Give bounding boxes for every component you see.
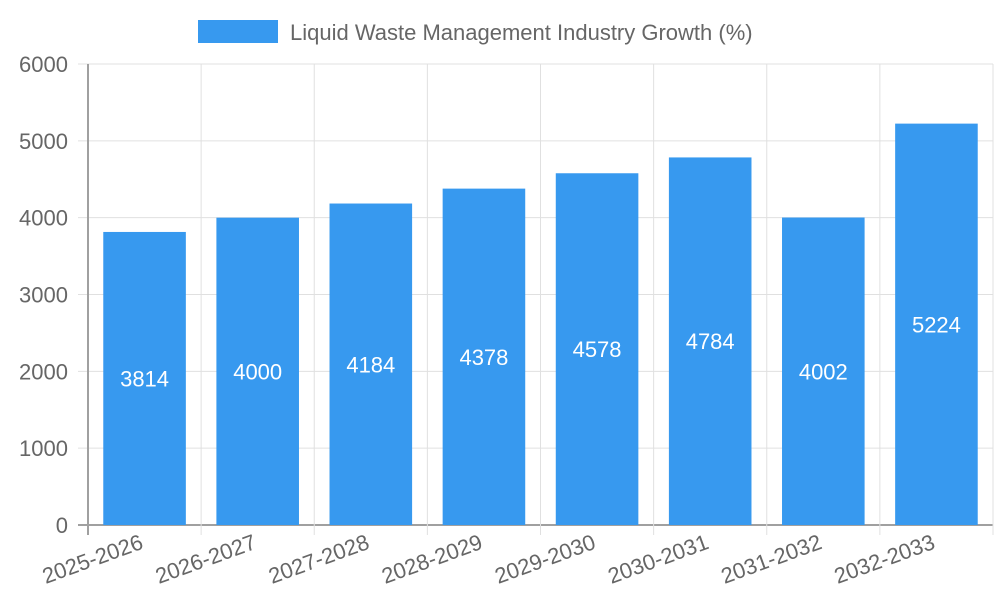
- y-tick-label: 2000: [19, 359, 68, 384]
- bar: [668, 157, 752, 526]
- bar: [442, 188, 526, 526]
- bar-value-label: 4000: [233, 359, 282, 384]
- y-tick-label: 1000: [19, 436, 68, 461]
- y-tick-label: 4000: [19, 206, 68, 231]
- bar: [782, 217, 865, 525]
- y-tick-label: 3000: [19, 283, 68, 308]
- bar-value-label: 4578: [573, 337, 622, 362]
- bar: [329, 203, 413, 525]
- bar-value-label: 4378: [459, 345, 508, 370]
- bar-value-label: 5224: [912, 312, 961, 337]
- bar-value-label: 4784: [686, 329, 735, 354]
- bar: [103, 231, 186, 525]
- bar-value-label: 4002: [799, 359, 848, 384]
- y-tick-label: 6000: [19, 52, 68, 77]
- x-tick-label: 2029-2030: [491, 529, 598, 588]
- legend-label: Liquid Waste Management Industry Growth …: [290, 20, 753, 45]
- x-tick-label: 2025-2026: [39, 529, 146, 588]
- x-tick-label: 2031-2032: [718, 529, 825, 588]
- y-tick-label: 5000: [19, 129, 68, 154]
- bar: [555, 173, 639, 525]
- x-tick-label: 2030-2031: [604, 529, 711, 588]
- legend-swatch: [198, 20, 278, 43]
- bar: [216, 217, 299, 525]
- x-tick-label: 2028-2029: [378, 529, 485, 588]
- x-tick-label: 2026-2027: [152, 529, 259, 588]
- legend[interactable]: Liquid Waste Management Industry Growth …: [198, 20, 753, 45]
- bar-value-label: 3814: [120, 366, 169, 391]
- bar: [895, 123, 978, 525]
- bar-value-label: 4184: [346, 352, 395, 377]
- x-tick-label: 2032-2033: [831, 529, 938, 588]
- x-tick-label: 2027-2028: [265, 529, 372, 588]
- y-tick-label: 0: [56, 513, 68, 538]
